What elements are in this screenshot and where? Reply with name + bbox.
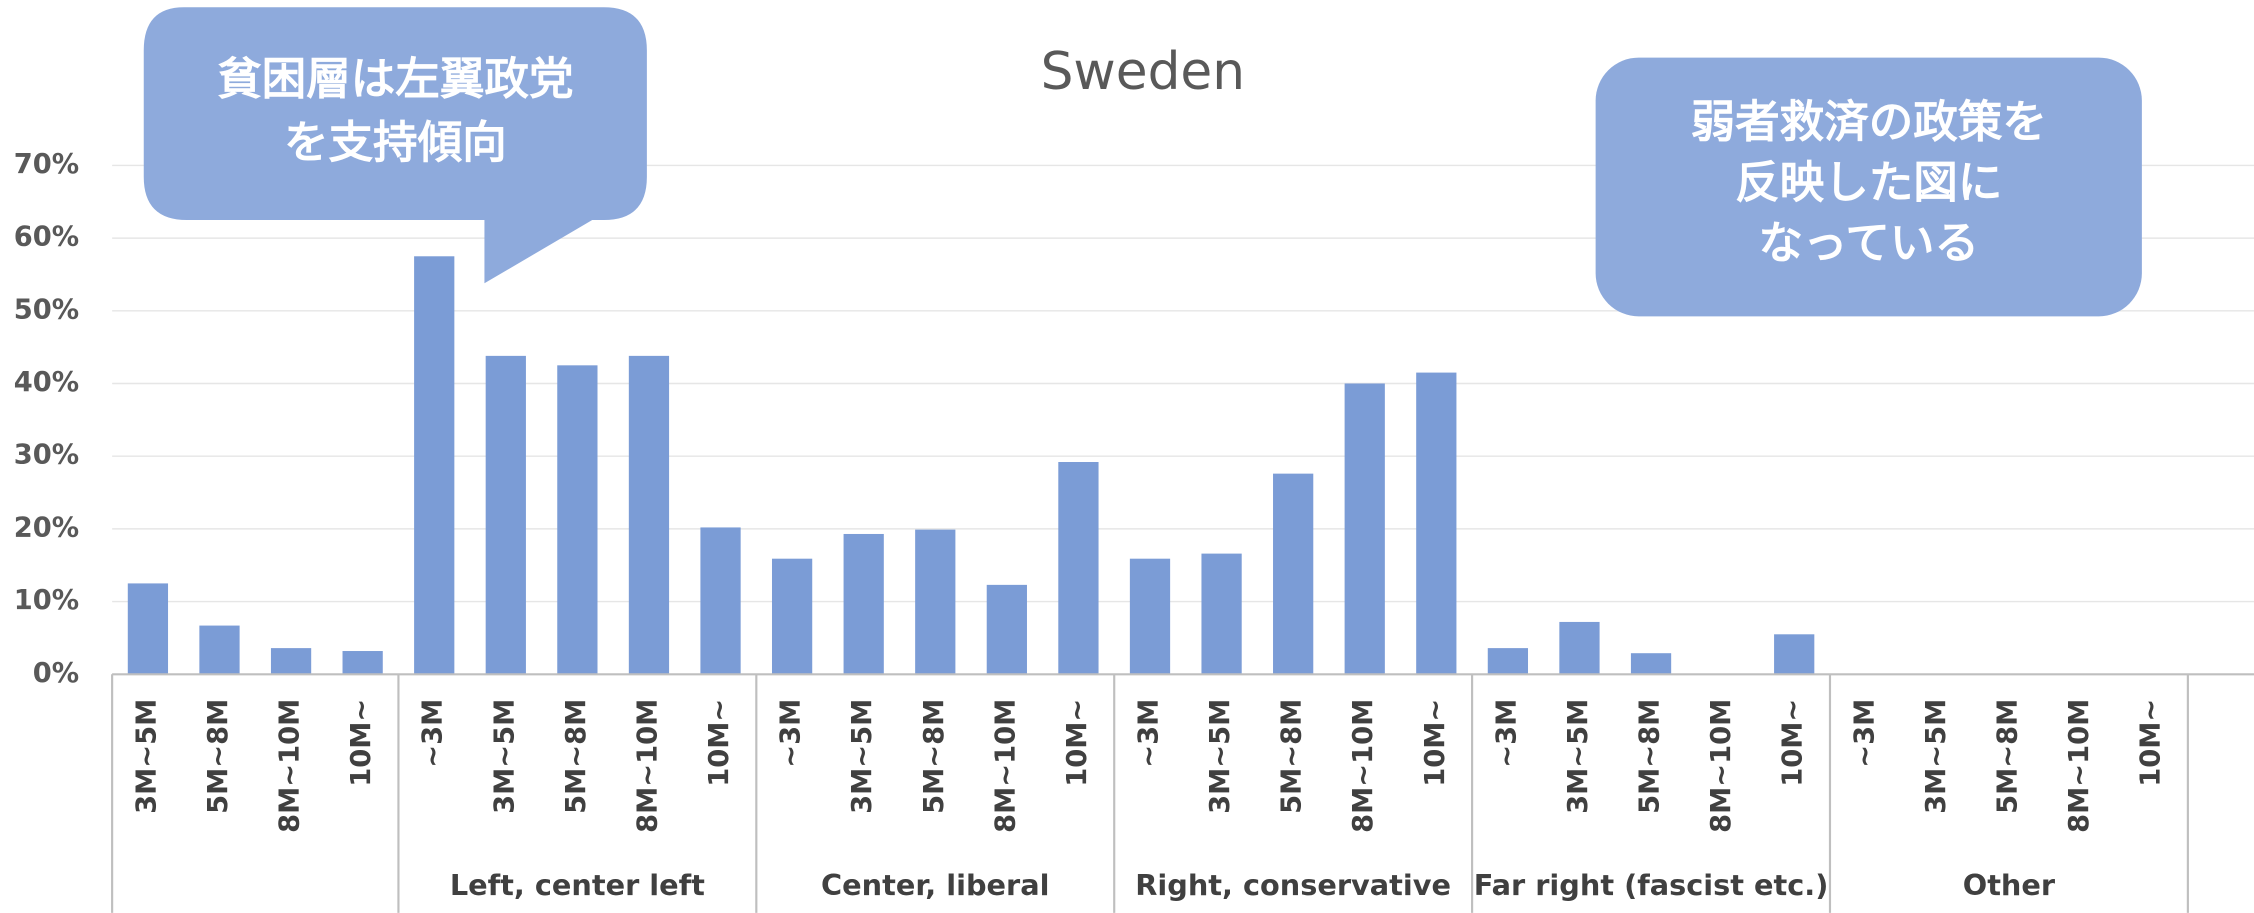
x-tick-label: 10M~	[346, 699, 377, 787]
bar	[342, 651, 383, 675]
x-tick-label: 5M~8M	[1277, 699, 1308, 814]
bar	[127, 583, 169, 675]
bar	[1344, 383, 1385, 675]
y-tick-label: 10%	[14, 585, 79, 616]
bar	[557, 365, 598, 675]
bar	[1201, 553, 1242, 675]
y-tick-label: 40%	[14, 367, 79, 398]
bar	[915, 529, 956, 675]
bar	[1559, 621, 1600, 675]
annotation: なっている	[1758, 217, 1979, 269]
bar	[1273, 473, 1314, 675]
x-tick-label: 10M~	[1062, 699, 1093, 787]
x-tick-label: ~3M	[418, 699, 449, 768]
x-tick-label: 3M~5M	[847, 699, 878, 814]
chart-title: Sweden	[1041, 42, 1246, 102]
bar	[628, 355, 670, 675]
bar	[843, 533, 884, 675]
x-tick-label: ~3M	[776, 699, 807, 768]
x-tick-label: 5M~8M	[1992, 699, 2023, 814]
x-tick-label: 3M~5M	[1205, 699, 1236, 814]
bar	[986, 584, 1027, 675]
x-tick-label: 8M~10M	[1706, 699, 1737, 833]
bar	[1630, 653, 1672, 675]
bar	[1416, 372, 1457, 675]
y-tick-label: 70%	[14, 149, 79, 180]
x-tick-label: 8M~10M	[2064, 699, 2095, 833]
annotation: 弱者救済の政策を	[1691, 96, 2047, 148]
x-tick-label: 10M~	[1778, 699, 1809, 787]
group-label: Right, conservative	[1135, 868, 1451, 902]
bar	[700, 527, 741, 675]
x-tick-label: 8M~10M	[275, 699, 306, 833]
bar	[199, 625, 240, 675]
bar	[414, 256, 455, 675]
x-tick-label: 10M~	[704, 699, 735, 787]
x-tick-label: 3M~5M	[1921, 699, 1952, 814]
x-tick-label: 5M~8M	[919, 699, 950, 814]
callout-shape	[143, 7, 647, 284]
bar	[1058, 462, 1099, 675]
y-tick-label: 50%	[14, 294, 79, 325]
y-tick-label: 30%	[14, 440, 79, 471]
callout-shape	[1595, 57, 2142, 317]
bar	[1129, 558, 1171, 675]
group-label: Center, liberal	[821, 868, 1049, 902]
y-tick-label: 0%	[33, 658, 79, 689]
x-tick-label: 3M~5M	[131, 699, 162, 814]
x-tick-label: 5M~8M	[561, 699, 592, 814]
annotation: 反映した図に	[1735, 157, 2002, 209]
y-tick-label: 60%	[14, 222, 79, 253]
bar	[1487, 648, 1529, 675]
x-tick-label: 5M~8M	[1635, 699, 1666, 814]
bar	[485, 355, 526, 675]
y-tick-label: 20%	[14, 512, 79, 543]
group-label: Far right (fascist etc.)	[1474, 868, 1829, 902]
annotation: を支持傾向	[284, 116, 507, 168]
bar	[1774, 634, 1815, 675]
group-label: Left, center left	[450, 868, 705, 902]
x-tick-label: ~3M	[1134, 699, 1165, 768]
x-tick-label: 10M~	[2136, 699, 2167, 787]
x-tick-label: 3M~5M	[1563, 699, 1594, 814]
x-tick-label: 3M~5M	[489, 699, 520, 814]
x-tick-label: 8M~10M	[632, 699, 663, 833]
x-tick-label: ~3M	[1849, 699, 1880, 768]
x-tick-label: 8M~10M	[990, 699, 1021, 833]
x-tick-label: ~3M	[1491, 699, 1522, 768]
x-tick-label: 5M~8M	[203, 699, 234, 814]
x-tick-label: 8M~10M	[1348, 699, 1379, 833]
bar	[771, 558, 813, 675]
annotation: 貧困層は左翼政党	[217, 53, 573, 105]
group-label: Other	[1963, 868, 2056, 902]
x-tick-label: 10M~	[1420, 699, 1451, 787]
bar	[270, 648, 312, 675]
